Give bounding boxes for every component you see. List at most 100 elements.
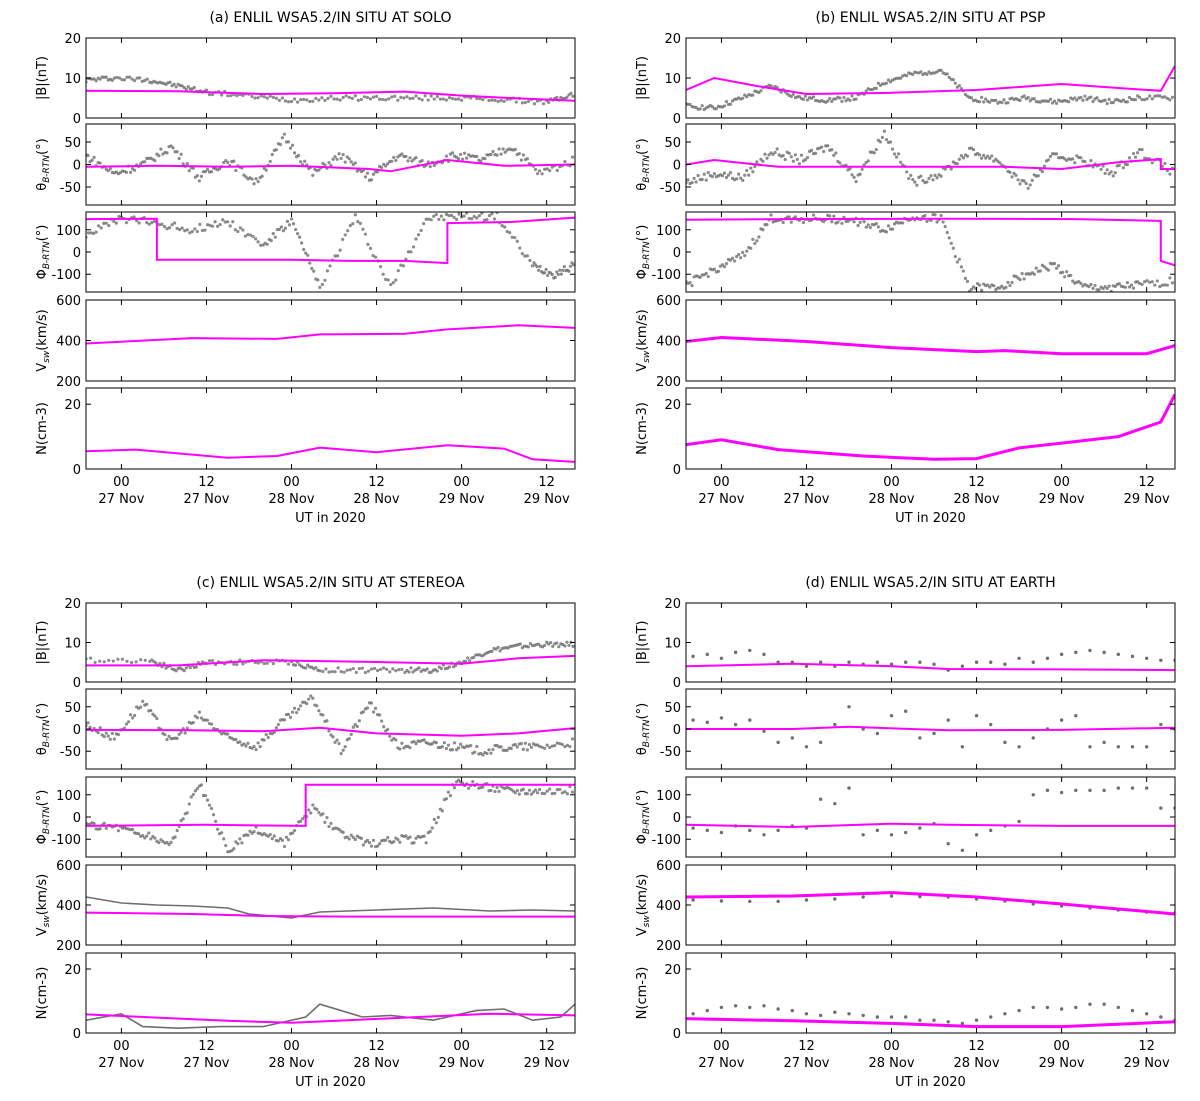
obs-point [1107,284,1111,288]
obs-point [323,278,327,282]
obs-point [1125,100,1130,104]
obs-point [432,97,436,101]
obs-point [280,838,285,842]
obs-point [235,662,239,667]
obs-point [331,735,335,739]
obs-point [283,99,288,103]
obs-point [847,786,851,790]
obs-point [1140,147,1144,152]
obs-point [416,233,421,237]
obs-point [1063,275,1067,279]
obs-point [974,833,979,837]
y-tick-label: 400 [656,899,681,914]
obs-point [238,740,242,744]
obs-point [1116,745,1121,749]
obs-point [1059,790,1064,795]
obs-point [1083,160,1087,164]
obs-point [700,104,704,108]
obs-point [762,729,766,733]
obs-point [256,240,260,244]
obs-point [762,1004,766,1008]
y-label-sub: sw [642,915,652,928]
obs-point [449,213,454,217]
obs-point [318,669,322,673]
obs-point [401,264,405,268]
obs-point [339,156,343,161]
obs-point [949,167,953,171]
obs-point [472,655,476,659]
obs-point [1018,182,1022,186]
obs-point [216,224,220,228]
obs-point [961,156,966,160]
obs-point [381,272,385,276]
obs-point [565,743,570,747]
obs-point [1054,266,1059,270]
x-tick-label: 12 [198,475,215,490]
obs-point [424,841,428,845]
model-series-line [686,217,1175,267]
obs-point [347,95,351,99]
obs-point [1089,282,1093,287]
obs-point [748,828,752,833]
obs-point [947,236,951,240]
obs-point [246,833,250,837]
obs-point [544,267,548,272]
y-label-sub: B-RTN [642,241,652,269]
obs-point [314,96,318,100]
obs-point [348,668,352,672]
obs-point [550,744,554,748]
obs-point [307,697,311,701]
obs-point [1150,161,1154,165]
obs-point [203,794,208,798]
y-label-sub: B-RTN [642,155,652,183]
obs-point [1107,172,1111,176]
obs-point [145,702,149,706]
panel-title: (d) ENLIL WSA5.2/IN SITU AT EARTH [805,575,1055,591]
obs-point [388,670,392,674]
y-tick-label: 0 [673,159,681,174]
obs-point [312,269,316,273]
obs-point [327,670,331,674]
y-axis-label: |B|(nT) [35,56,50,100]
obs-point [527,742,532,747]
obs-point [1036,174,1040,178]
obs-point [453,97,458,101]
obs-point [838,161,842,165]
obs-point [398,747,402,751]
obs-point [487,98,491,103]
obs-point [135,76,139,80]
obs-point [503,150,507,154]
obs-point [423,94,427,98]
obs-point [761,159,765,163]
obs-point [408,746,412,750]
obs-point [226,220,230,224]
x-tick-label: 00 [453,475,470,490]
obs-point [1105,286,1109,291]
obs-point [531,790,536,794]
obs-point [154,661,158,665]
obs-point [299,704,303,708]
model-series-line [686,1017,1175,1029]
obs-point [493,789,497,794]
observation-series [686,68,1175,112]
obs-point [961,269,966,273]
obs-point [208,223,212,228]
obs-point [317,810,321,815]
axes-frame [85,952,576,1034]
obs-point [454,217,459,221]
obs-point [706,170,710,175]
obs-point [529,792,534,796]
obs-point [465,212,469,215]
obs-point [1150,97,1154,101]
obs-point [510,235,514,239]
y-tick-label: 0 [673,811,681,826]
x-tick-label: 12 [198,1039,215,1054]
obs-point [469,744,473,748]
obs-point [271,232,275,236]
obs-point [434,212,438,217]
x-tick-label: 12 [968,475,985,490]
